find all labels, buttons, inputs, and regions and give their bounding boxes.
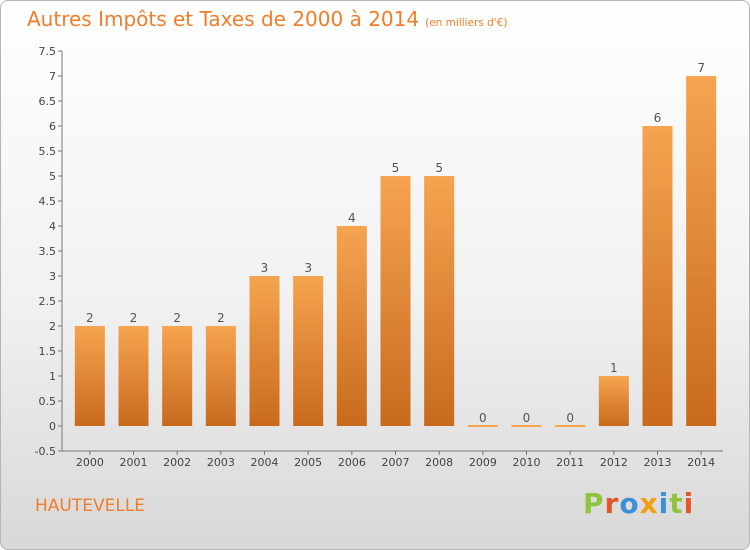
data-label: 7 [697, 61, 705, 75]
title-text: Autres Impôts et Taxes de 2000 à 2014 [27, 7, 420, 31]
bar [380, 176, 411, 426]
bar [511, 425, 542, 427]
y-tick-label: 6 [49, 120, 56, 133]
y-tick-label: -0.5 [35, 445, 56, 458]
x-tick-label: 2008 [425, 456, 453, 469]
x-tick-label: 2010 [513, 456, 541, 469]
x-tick-label: 2003 [207, 456, 235, 469]
data-label: 3 [304, 261, 312, 275]
data-label: 6 [654, 111, 662, 125]
title-unit: (en milliers d'€) [425, 17, 508, 29]
y-tick-label: 4.5 [39, 195, 57, 208]
y-tick-label: 0.5 [39, 395, 57, 408]
bar [686, 76, 717, 426]
logo-letter: x [639, 487, 659, 520]
x-tick-label: 2011 [556, 456, 584, 469]
data-label: 3 [261, 261, 269, 275]
data-label: 2 [86, 311, 94, 325]
y-tick-label: 3.5 [39, 245, 57, 258]
bar [118, 326, 149, 426]
data-label: 0 [479, 411, 487, 425]
proxiti-logo: Proxiti [583, 487, 694, 520]
bar [74, 326, 105, 426]
data-label: 4 [348, 211, 356, 225]
y-tick-label: 1 [49, 370, 56, 383]
x-tick-label: 2002 [163, 456, 191, 469]
chart-title: Autres Impôts et Taxes de 2000 à 2014 (en… [27, 7, 507, 31]
bar [336, 226, 367, 426]
logo-letter: P [583, 487, 605, 520]
x-tick-label: 2014 [687, 456, 715, 469]
bar [293, 276, 324, 426]
data-label: 0 [523, 411, 531, 425]
x-tick-label: 2001 [120, 456, 148, 469]
bar [249, 276, 280, 426]
x-tick-label: 2009 [469, 456, 497, 469]
x-tick-label: 2012 [600, 456, 628, 469]
data-label: 2 [130, 311, 138, 325]
bar [424, 176, 455, 426]
data-label: 1 [610, 361, 618, 375]
data-label: 5 [435, 161, 443, 175]
bar [205, 326, 236, 426]
x-tick-label: 2004 [251, 456, 279, 469]
y-tick-label: 0 [49, 420, 56, 433]
bar [598, 376, 629, 426]
bar [162, 326, 193, 426]
data-label: 5 [392, 161, 400, 175]
bar [467, 425, 498, 427]
data-label: 0 [566, 411, 574, 425]
y-tick-label: 5 [49, 170, 56, 183]
x-tick-label: 2005 [294, 456, 322, 469]
y-tick-label: 2.5 [39, 295, 57, 308]
y-tick-label: 7 [49, 70, 56, 83]
data-label: 2 [173, 311, 181, 325]
y-tick-label: 3 [49, 270, 56, 283]
logo-letter: i [658, 487, 670, 520]
y-tick-label: 5.5 [39, 145, 57, 158]
x-tick-label: 2000 [76, 456, 104, 469]
x-tick-label: 2013 [644, 456, 672, 469]
logo-letter: o [619, 487, 640, 520]
logo-letter: i [683, 487, 695, 520]
x-tick-label: 2006 [338, 456, 366, 469]
bar [555, 425, 586, 427]
bar [642, 126, 673, 426]
commune-name: HAUTEVELLE [35, 496, 146, 516]
data-label: 2 [217, 311, 225, 325]
y-tick-label: 2 [49, 320, 56, 333]
x-tick-label: 2007 [382, 456, 410, 469]
y-tick-label: 7.5 [39, 45, 57, 58]
y-tick-label: 4 [49, 220, 56, 233]
logo-letter: r [604, 487, 620, 520]
y-tick-label: 1.5 [39, 345, 57, 358]
logo-letter: t [669, 487, 684, 520]
y-tick-label: 6.5 [39, 95, 57, 108]
